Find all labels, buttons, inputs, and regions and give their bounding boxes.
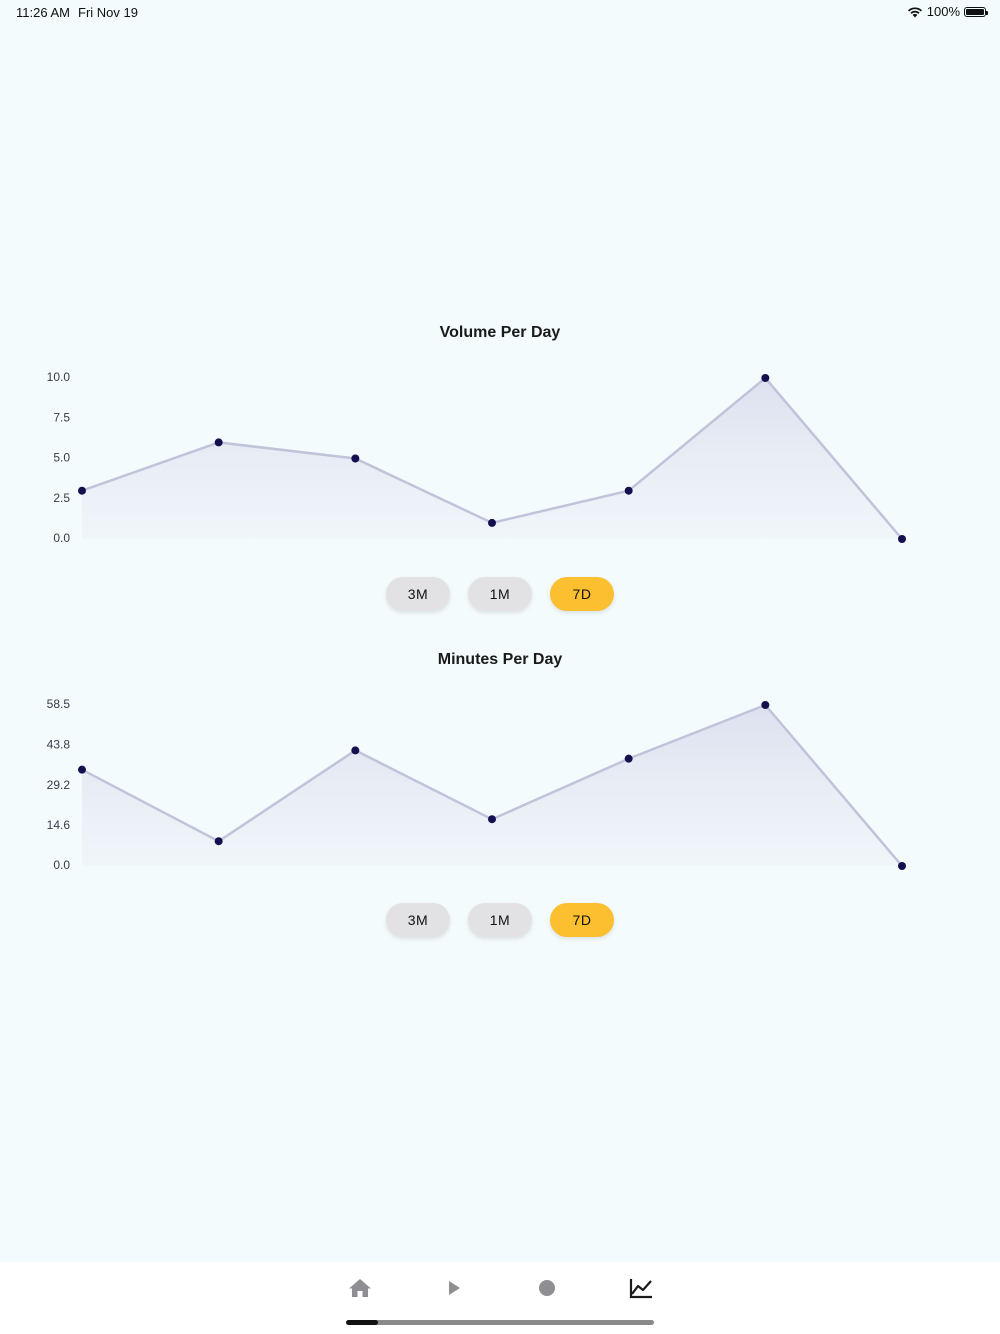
data-point: [624, 754, 633, 763]
chart-volume: 0.0 2.5 5.0 7.5 10.0: [47, 370, 906, 545]
tab-record[interactable]: [533, 1276, 561, 1300]
data-point: [78, 765, 86, 774]
chart-title-volume: Volume Per Day: [439, 324, 561, 341]
y-tick-label: 43.8: [47, 738, 71, 752]
play-icon: [449, 1281, 460, 1295]
data-point: [761, 374, 770, 382]
data-point: [214, 438, 223, 447]
data-point: [214, 837, 223, 846]
status-bar: 11:26 AM Fri Nov 19 100%: [0, 0, 1000, 24]
y-tick-label: 2.5: [53, 491, 70, 505]
record-icon: [539, 1280, 555, 1296]
y-tick-label: 58.5: [47, 697, 71, 711]
range-buttons-volume: 3M 1M 7D: [386, 577, 614, 611]
chart-minutes: 0.0 14.6 29.2 43.8 58.5: [47, 697, 906, 872]
chart-title-minutes: Minutes Per Day: [437, 651, 563, 668]
y-tick-label: 10.0: [47, 370, 71, 384]
range-buttons-minutes: 3M 1M 7D: [386, 903, 614, 937]
status-time: 11:26 AM: [16, 5, 70, 20]
area-fill: [82, 705, 902, 866]
home-icon: [349, 1279, 371, 1297]
y-tick-label: 0.0: [53, 858, 70, 872]
data-point: [351, 454, 360, 463]
y-tick-label: 7.5: [53, 410, 70, 424]
tab-play[interactable]: [440, 1276, 468, 1300]
y-tick-label: 5.0: [53, 451, 70, 465]
area-fill: [82, 378, 902, 539]
status-date: Fri Nov 19: [78, 5, 138, 20]
data-point: [624, 486, 633, 495]
range-3m-button[interactable]: 3M: [386, 577, 450, 611]
battery-percent: 100%: [926, 4, 960, 19]
range-7d-button[interactable]: 7D: [550, 577, 614, 611]
range-3m-button[interactable]: 3M: [386, 903, 450, 937]
range-1m-button[interactable]: 1M: [468, 577, 532, 611]
data-point: [761, 701, 770, 709]
data-point: [488, 815, 496, 824]
home-indicator: [346, 1320, 654, 1325]
tab-stats[interactable]: [627, 1276, 655, 1300]
range-1m-button[interactable]: 1M: [468, 903, 532, 937]
range-7d-button[interactable]: 7D: [550, 903, 614, 937]
data-point: [898, 862, 906, 870]
wifi-icon: [907, 6, 922, 17]
data-point: [78, 486, 86, 495]
data-point: [351, 746, 360, 755]
y-tick-label: 0.0: [53, 531, 70, 545]
tab-home[interactable]: [346, 1276, 374, 1300]
chart-icon: [629, 1279, 652, 1299]
status-indicators: 100%: [907, 4, 988, 19]
data-point: [488, 518, 496, 527]
battery-icon: [964, 6, 988, 17]
y-tick-label: 29.2: [47, 778, 71, 792]
data-point: [898, 535, 906, 543]
y-tick-label: 14.6: [47, 818, 71, 832]
